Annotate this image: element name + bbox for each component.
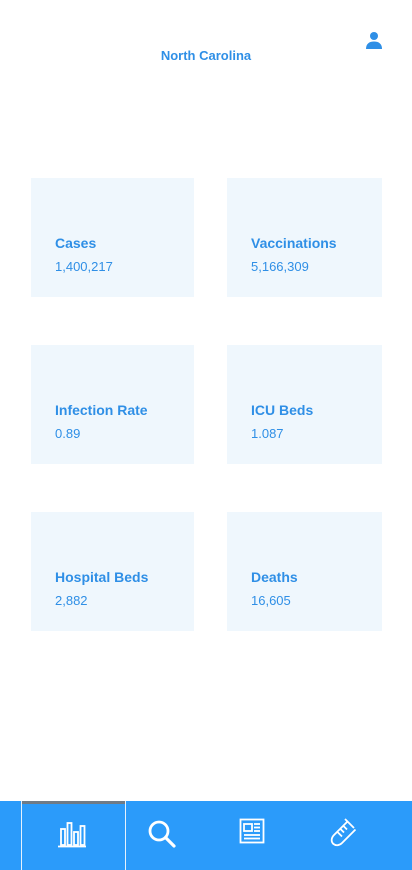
stat-value: 16,605 bbox=[251, 593, 291, 608]
page-title: North Carolina bbox=[160, 48, 252, 63]
nav-item-testing[interactable] bbox=[310, 801, 374, 870]
stat-label: Infection Rate bbox=[55, 402, 148, 418]
person-icon-graphic bbox=[366, 32, 382, 49]
stat-label: Hospital Beds bbox=[55, 569, 149, 585]
stat-card-deaths[interactable]: Deaths 16,605 bbox=[227, 512, 382, 631]
person-icon[interactable] bbox=[365, 31, 383, 49]
stat-label: Cases bbox=[55, 235, 97, 251]
app-header: North Carolina bbox=[0, 0, 412, 80]
nav-item-news[interactable] bbox=[220, 801, 284, 870]
nav-item-stats[interactable] bbox=[21, 801, 126, 870]
stat-card-icu-beds[interactable]: ICU Beds 1.087 bbox=[227, 345, 382, 464]
stat-value: 0.89 bbox=[55, 426, 81, 441]
bar-chart-icon bbox=[58, 822, 86, 848]
stat-value: 2,882 bbox=[55, 593, 88, 608]
test-tube-icon bbox=[330, 818, 356, 847]
stat-label: Deaths bbox=[251, 569, 298, 585]
stat-card-cases[interactable]: Cases 1,400,217 bbox=[31, 178, 194, 297]
stat-card-infection-rate[interactable]: Infection Rate 0.89 bbox=[31, 345, 194, 464]
stat-card-hospital-beds[interactable]: Hospital Beds 2,882 bbox=[31, 512, 194, 631]
search-icon bbox=[148, 820, 176, 848]
stat-label: ICU Beds bbox=[251, 402, 314, 418]
stat-value: 5,166,309 bbox=[251, 259, 309, 274]
newspaper-icon bbox=[239, 818, 265, 844]
stat-value: 1,400,217 bbox=[55, 259, 113, 274]
nav-item-search[interactable] bbox=[126, 801, 198, 870]
stat-card-vaccinations[interactable]: Vaccinations 5,166,309 bbox=[227, 178, 382, 297]
stat-label: Vaccinations bbox=[251, 235, 337, 251]
stat-value: 1.087 bbox=[251, 426, 284, 441]
bottom-nav bbox=[0, 801, 412, 870]
